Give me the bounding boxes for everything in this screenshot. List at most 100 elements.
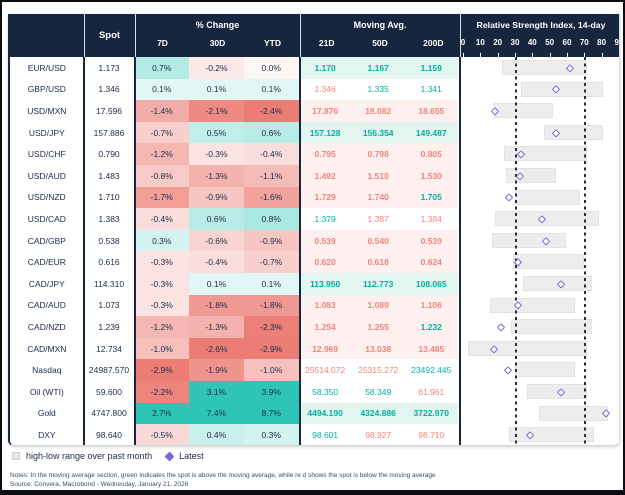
pct-7d-value: -0.3% [134,251,190,273]
rsi-axis-tickmark [549,53,551,57]
ma-200d-value: 1.232 [404,316,458,338]
pct-7d-value: -0.5% [134,424,190,445]
header-divider [84,14,85,57]
pct-30d-value: 0.4% [189,424,244,445]
spot-value: 0.538 [98,235,120,246]
pct-ytd-value: 0.8% [243,208,299,230]
ma-50d-value: 1.167 [351,57,405,79]
group-header-pct-change: % Change [195,20,240,30]
rsi-cell [458,381,619,403]
spot-value: 0.616 [98,257,120,268]
table-row-dxy: DXY 98.640 -0.5% 0.4% 0.3% 98.601 98.927 98.710 [10,424,619,445]
col-header-spot: Spot [98,30,121,41]
rsi-axis-tickmark [618,53,619,57]
ma-50d-value: 1.740 [351,186,405,209]
rsi-cell [458,165,619,187]
pair-label: CAD/NZD [27,321,66,332]
pct-7d-value: 0.3% [134,229,190,252]
ma-21d-value: 0.539 [298,229,352,252]
pct-ytd-value: -1.0% [243,359,299,381]
ma-21d-value: 157.128 [298,121,352,144]
rsi-axis-tick-20: 20 [493,38,503,47]
col-header-200d: 200D [423,38,444,48]
header-divider [135,14,136,57]
ma-50d-value: 112.773 [351,272,405,295]
ma-21d-value: 12.969 [298,337,352,360]
rsi-chart-title: Relative Strength Index, 14-day [476,20,606,30]
pair-label: CAD/AUD [27,300,66,311]
rsi-axis-tick-50: 50 [545,38,555,47]
pct-ytd-value: -0.4% [243,143,299,165]
table-row-usd-nzd: USD/NZD 1.710 -1.7% -0.9% -1.6% 1.729 1.740 1.7… [10,186,619,209]
pct-ytd-value: -2.9% [243,337,299,360]
chart-legend: high-low range over past month Latest [12,451,204,461]
pct-ytd-value: 0.1% [243,78,299,101]
rsi-axis-tick-80: 80 [597,38,607,47]
pct-7d-value: -1.2% [134,316,190,338]
rsi-range-bar [514,189,581,205]
ma-21d-value: 4494.190 [298,402,352,425]
pct-7d-value: -0.8% [134,164,190,187]
pair-label: USD/AUD [27,170,66,181]
ma-200d-value: 98.710 [404,424,458,445]
ma-200d-value: 3722.970 [404,402,458,425]
pct-30d-value: 0.1% [189,78,244,101]
rsi-range-bar [504,146,588,162]
range-bar-legend-label: high-low range over past month [26,451,153,461]
rsi-axis-tick-60: 60 [562,38,572,47]
rsi-latest-marker [503,366,512,374]
pct-7d-value: -2.9% [134,359,190,381]
rsi-range-bar [490,297,576,313]
ma-21d-value: 98.601 [298,424,352,445]
pct-ytd-value: 0.6% [243,121,299,144]
rsi-axis-tick-40: 40 [527,38,537,47]
column-divider [299,57,301,445]
spot-value: 4747.800 [91,408,127,419]
ma-21d-value: 1.346 [298,78,352,101]
pct-30d-value: 3.1% [189,380,244,403]
pct-30d-value: 0.5% [189,121,244,144]
rsi-range-bar [491,232,567,248]
ma-200d-value: 23492.445 [404,359,458,381]
table-row-cad-aud: CAD/AUD 1.073 -0.3% -1.8% -1.8% 1.083 1.089 1.1… [10,294,619,317]
pct-ytd-value: 3.9% [243,380,299,403]
ma-200d-value: 13.485 [404,337,458,360]
table-row-cad-jpy: CAD/JPY 114.310 -0.3% 0.1% 0.1% 113.950 112.77… [10,272,619,295]
pct-30d-value: 0.1% [189,272,244,295]
pct-ytd-value: -0.9% [243,229,299,252]
rsi-cell [458,122,619,144]
table-row-usd-aud: USD/AUD 1.483 -0.8% -1.3% -1.1% 1.492 1.510 1.5… [10,164,619,187]
pct-30d-value: -0.4% [189,251,244,273]
col-header-ytd: YTD [264,38,281,48]
pair-label: DXY [38,429,56,440]
table-row-usd-jpy: USD/JPY 157.886 -0.7% 0.5% 0.6% 157.128 156.35… [10,121,619,144]
rsi-cell [458,143,619,165]
rsi-range-bar [467,340,588,356]
pair-label: Gold [37,408,56,419]
rsi-axis-tick-90: 90 [614,38,619,47]
ma-200d-value: 0.624 [404,251,458,273]
pct-30d-value: -0.3% [189,143,244,165]
spot-value: 24987.570 [88,365,130,376]
table-row-nasdaq: Nasdaq 24987.570 -2.9% -1.9% -1.0% 25514.072 2… [10,359,619,381]
header-divider [460,14,461,57]
ma-21d-value: 1.492 [298,164,352,187]
ma-200d-value: 1.341 [404,78,458,101]
rsi-range-bar [505,167,557,183]
pair-label: USD/NZD [27,192,66,203]
pair-label: USD/CAD [27,213,66,224]
spot-value: 1.710 [98,192,120,203]
table-header: Spot % Change 7D 30D YTD Moving Avg. 21D… [10,14,619,57]
ma-200d-value: 1.106 [404,294,458,317]
table-row-usd-chf: USD/CHF 0.790 -1.2% -0.3% -0.4% 0.795 0.798 0.8… [10,143,619,165]
col-header-30d: 30D [209,38,226,48]
spot-value: 1.346 [98,84,120,95]
spot-value: 0.790 [98,149,120,160]
pct-ytd-value: 0.1% [243,272,299,295]
rsi-range-bar [538,405,609,421]
fx-dashboard-table: Spot % Change 7D 30D YTD Moving Avg. 21D… [8,14,620,446]
pct-30d-value: -1.8% [189,294,244,317]
pair-label: EUR/USD [27,62,66,73]
range-bar-legend-swatch [12,452,20,460]
